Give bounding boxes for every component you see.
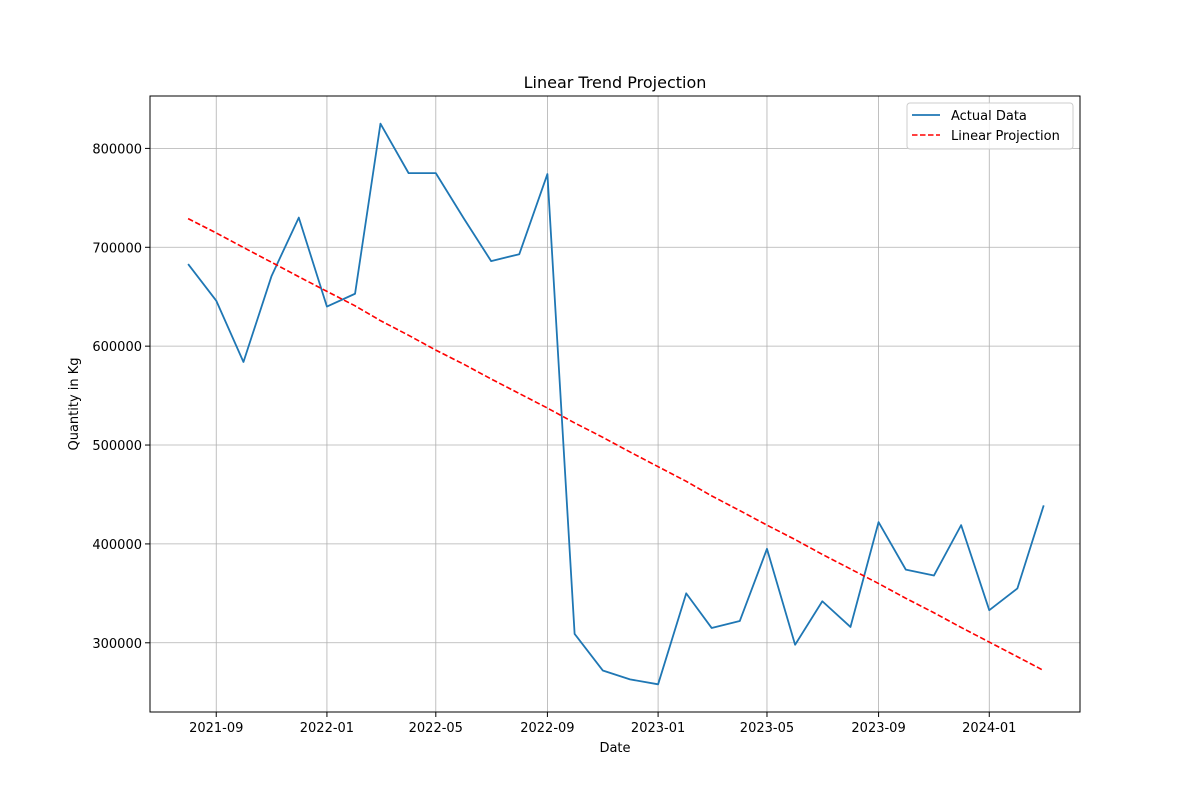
- series-line-1: [187, 217, 1045, 672]
- grid-lines: [150, 96, 1080, 712]
- legend-box: [906, 102, 1074, 150]
- x-tick-label: 2022-01: [300, 721, 354, 736]
- series-layer: [187, 122, 1045, 686]
- legend-label-0: Actual Data: [951, 109, 1027, 124]
- y-axis-label: Quantity in Kg: [67, 357, 82, 450]
- legend: Actual Data Linear Projection: [906, 102, 1074, 150]
- y-tick-label: 600000: [92, 340, 142, 355]
- y-tick-label: 800000: [92, 142, 142, 157]
- x-tick-label: 2023-09: [851, 721, 905, 736]
- y-axis: 300000 400000 500000 600000 700000 800000: [92, 142, 150, 652]
- x-axis: 2021-09 2022-01 2022-05 2022-09 2023-01 2023-…: [189, 712, 1016, 736]
- y-tick-label: 400000: [92, 538, 142, 553]
- x-tick-label: 2021-09: [189, 721, 243, 736]
- series-line-0: [187, 122, 1045, 686]
- x-tick-label: 2023-05: [740, 721, 794, 736]
- x-axis-label: Date: [599, 741, 630, 756]
- y-tick-label: 500000: [92, 439, 142, 454]
- x-tick-label: 2024-01: [962, 721, 1016, 736]
- x-tick-label: 2022-09: [520, 721, 574, 736]
- y-tick-label: 300000: [92, 637, 142, 652]
- x-tick-label: 2023-01: [631, 721, 685, 736]
- chart-title: Linear Trend Projection: [524, 73, 707, 92]
- x-tick-label: 2022-05: [409, 721, 463, 736]
- plot-frame: [149, 95, 1081, 713]
- legend-label-1: Linear Projection: [951, 129, 1060, 144]
- y-tick-label: 700000: [92, 241, 142, 256]
